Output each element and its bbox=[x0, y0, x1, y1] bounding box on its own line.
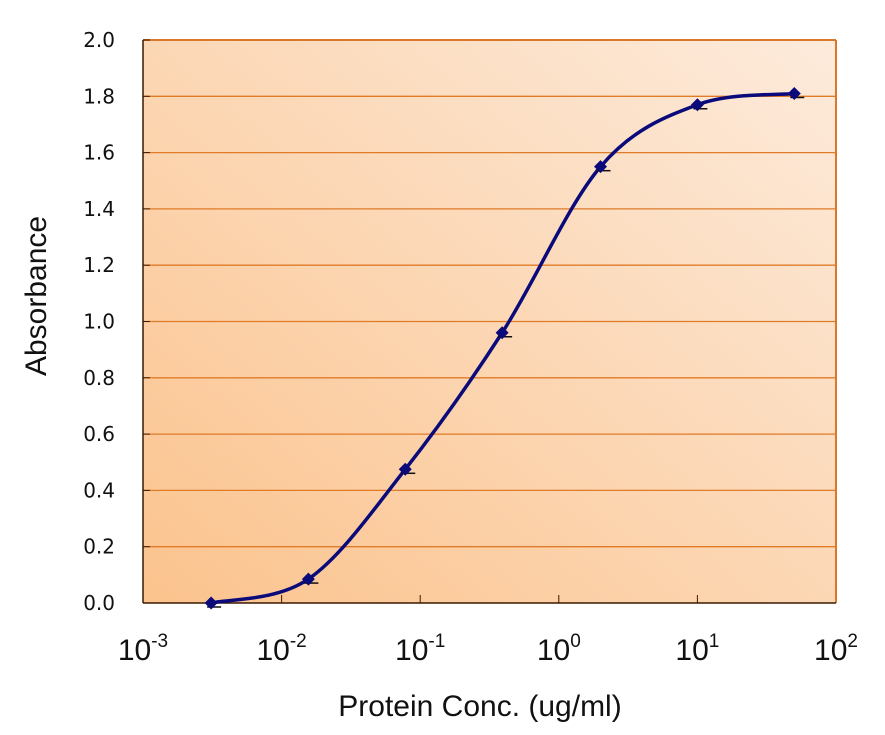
data-point-marker bbox=[594, 160, 608, 174]
x-tick-label: 100 bbox=[537, 631, 581, 667]
x-tick-exponent: 0 bbox=[570, 631, 581, 652]
x-tick-base: 10 bbox=[814, 634, 847, 667]
x-tick-label: 10-3 bbox=[118, 631, 168, 667]
data-point-marker bbox=[301, 572, 315, 586]
x-tick-base: 10 bbox=[118, 634, 151, 667]
y-axis-label: Absorbance bbox=[20, 216, 53, 376]
x-tick-exponent: 2 bbox=[847, 631, 858, 652]
x-tick-exponent: -3 bbox=[151, 631, 168, 652]
x-tick-base: 10 bbox=[256, 634, 289, 667]
y-tick-label: 1.6 bbox=[83, 141, 115, 165]
y-tick-label: 0.2 bbox=[83, 535, 115, 559]
x-tick-label: 10-1 bbox=[395, 631, 445, 667]
y-tick-label: 1.0 bbox=[83, 310, 115, 334]
y-tick-label: 0.4 bbox=[83, 478, 115, 502]
y-tick-label: 0.8 bbox=[83, 366, 115, 390]
x-tick-base: 10 bbox=[675, 634, 708, 667]
x-tick-exponent: -1 bbox=[428, 631, 445, 652]
y-tick-label: 0.6 bbox=[83, 422, 115, 446]
y-tick-label: 2.0 bbox=[83, 28, 115, 52]
x-tick-label: 10-2 bbox=[256, 631, 306, 667]
x-tick-exponent: -2 bbox=[290, 631, 307, 652]
series-absorbance bbox=[204, 86, 805, 610]
x-tick-base: 10 bbox=[537, 634, 570, 667]
x-tick-label: 101 bbox=[675, 631, 719, 667]
y-axis: 0.0 0.2 0.4 0.6 0.8 1.0 1.2 1.4 1.6 1.8 2.0 bbox=[83, 28, 150, 615]
y-tick-label: 1.2 bbox=[83, 253, 115, 277]
y-tick-label: 1.8 bbox=[83, 84, 115, 108]
data-point-marker bbox=[690, 98, 704, 112]
x-tick-base: 10 bbox=[395, 634, 428, 667]
y-tick-label: 0.0 bbox=[83, 591, 115, 615]
data-point-marker bbox=[204, 596, 218, 610]
data-point-marker bbox=[398, 462, 412, 476]
x-axis: 10-3 10-2 10-1 100 101 102 bbox=[118, 595, 858, 667]
x-tick-exponent: 1 bbox=[709, 631, 720, 652]
x-axis-label: Protein Conc. (ug/ml) bbox=[338, 690, 621, 723]
data-point-marker bbox=[495, 326, 509, 340]
data-point-marker bbox=[787, 86, 801, 100]
x-tick-label: 102 bbox=[814, 631, 858, 667]
y-tick-label: 1.4 bbox=[83, 197, 115, 221]
